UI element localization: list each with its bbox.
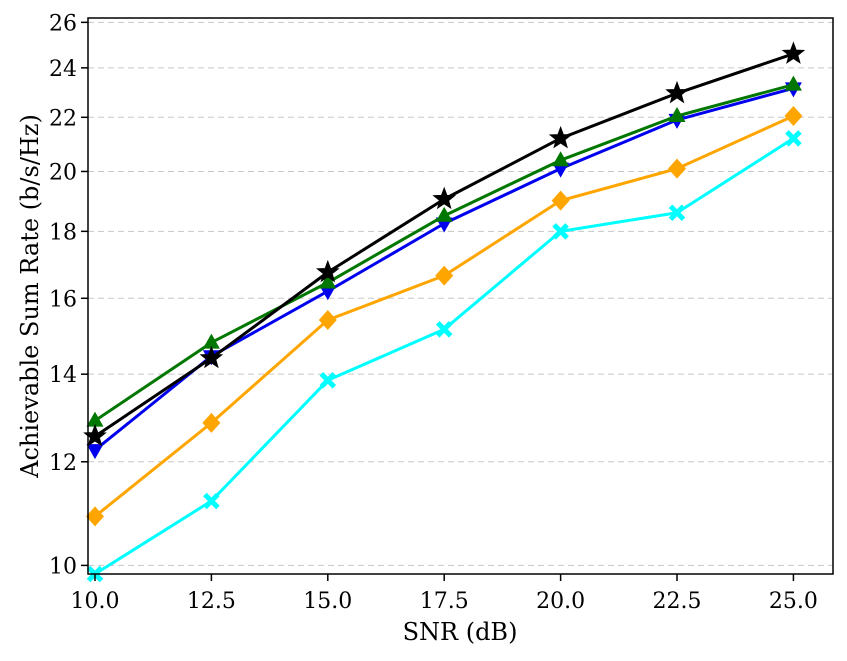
series-line-black-star bbox=[94, 52, 794, 438]
data-point-black-star bbox=[83, 423, 107, 447]
data-point-black-star bbox=[548, 125, 573, 149]
x-marker-stroke bbox=[552, 223, 569, 240]
data-point-orange-diamond bbox=[85, 506, 104, 527]
data-point-orange-diamond bbox=[435, 265, 454, 286]
x-marker-stroke bbox=[319, 372, 337, 389]
data-point-black-star bbox=[432, 186, 457, 210]
data-point-orange-diamond bbox=[668, 158, 687, 179]
data-point-orange-diamond bbox=[551, 190, 570, 211]
x-marker-stroke bbox=[203, 492, 220, 510]
data-point-green-triangle-up bbox=[435, 206, 453, 222]
data-point-green-triangle-up bbox=[552, 151, 570, 167]
plot-frame bbox=[87, 17, 834, 575]
data-point-green-triangle-up bbox=[202, 333, 220, 349]
y-tick-label: 22 bbox=[49, 106, 77, 131]
x-tick-label: 25.0 bbox=[769, 589, 818, 614]
data-point-green-triangle-up bbox=[784, 75, 802, 91]
y-axis-label: Achievable Sum Rate (b/s/Hz) bbox=[16, 114, 44, 479]
x-axis-label: SNR (dB) bbox=[403, 618, 518, 646]
x-tick-label: 12.5 bbox=[187, 589, 236, 614]
series-green-triangle-up bbox=[86, 75, 802, 427]
series-orange-diamond bbox=[85, 106, 803, 527]
x-tick-label: 17.5 bbox=[420, 589, 469, 614]
x-tick-label: 15.0 bbox=[303, 589, 352, 614]
data-point-cyan-x bbox=[668, 204, 686, 221]
data-point-cyan-x bbox=[785, 130, 802, 147]
data-point-orange-diamond bbox=[784, 106, 803, 127]
data-point-cyan-x bbox=[203, 492, 220, 510]
grid-lines bbox=[88, 21, 833, 566]
data-point-blue-triangle-down bbox=[319, 285, 337, 301]
data-point-cyan-x bbox=[435, 321, 453, 338]
y-tick-label: 18 bbox=[49, 220, 77, 245]
plot-series bbox=[83, 41, 806, 583]
y-tick-label: 26 bbox=[49, 11, 77, 36]
x-tick-label: 10.0 bbox=[70, 589, 119, 614]
series-cyan-x bbox=[86, 130, 802, 583]
data-point-orange-diamond bbox=[202, 412, 221, 433]
data-point-black-star bbox=[665, 80, 689, 104]
y-tick-label: 12 bbox=[49, 451, 77, 476]
data-point-green-triangle-up bbox=[668, 107, 686, 123]
x-marker-stroke bbox=[435, 321, 453, 338]
series-black-star bbox=[83, 41, 806, 447]
data-point-green-triangle-up bbox=[319, 273, 337, 289]
data-point-blue-triangle-down bbox=[86, 444, 104, 460]
y-tick-label: 20 bbox=[49, 160, 77, 185]
data-point-blue-triangle-down bbox=[552, 162, 570, 178]
data-point-black-star bbox=[315, 259, 340, 283]
data-point-cyan-x bbox=[319, 372, 337, 389]
data-point-black-star bbox=[781, 41, 806, 64]
series-line-green-triangle-up bbox=[94, 83, 794, 422]
y-tick-label: 16 bbox=[49, 287, 77, 312]
y-tick-label: 10 bbox=[49, 554, 77, 579]
y-tick-label: 14 bbox=[49, 363, 77, 388]
data-point-black-star bbox=[199, 345, 224, 369]
data-point-cyan-x bbox=[552, 223, 569, 240]
axis-ticks: 10 12 14 16 18 20 22 24 26 10.0 12.5 15.0 17.5 20.0 22… bbox=[49, 11, 818, 614]
y-tick-label: 24 bbox=[49, 57, 77, 82]
data-point-green-triangle-up bbox=[86, 411, 104, 427]
series-line-orange-diamond bbox=[94, 114, 795, 518]
data-point-orange-diamond bbox=[318, 310, 337, 331]
x-tick-label: 22.5 bbox=[653, 589, 702, 614]
x-marker-stroke bbox=[668, 204, 686, 221]
x-marker-stroke bbox=[785, 130, 802, 147]
x-tick-label: 20.0 bbox=[536, 589, 585, 614]
